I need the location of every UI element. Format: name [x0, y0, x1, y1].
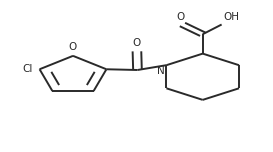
Text: N: N: [157, 66, 165, 76]
Text: O: O: [133, 38, 141, 48]
Text: O: O: [69, 42, 77, 52]
Text: O: O: [176, 12, 184, 22]
Text: OH: OH: [223, 12, 239, 22]
Text: Cl: Cl: [22, 64, 33, 74]
